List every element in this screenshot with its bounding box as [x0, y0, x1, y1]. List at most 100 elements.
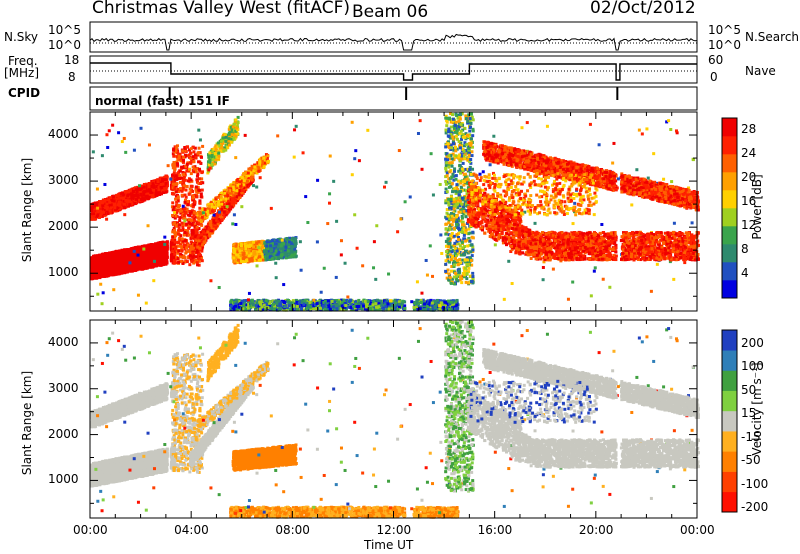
power-cell — [185, 223, 188, 226]
power-cell — [173, 171, 176, 174]
power-cell — [99, 272, 102, 275]
power-cell — [117, 259, 120, 262]
power-cell — [187, 203, 190, 206]
power-cell — [113, 206, 116, 209]
power-cell — [171, 201, 174, 204]
power-cell — [177, 204, 180, 207]
power-cell — [124, 256, 127, 259]
power-cell — [106, 208, 109, 211]
power-cell — [190, 219, 193, 222]
power-cell — [192, 229, 195, 232]
power-cell — [160, 183, 163, 186]
power-cell — [189, 188, 192, 191]
power-cell — [153, 243, 156, 246]
power-cell — [183, 234, 186, 237]
power-cell — [172, 155, 175, 158]
power-cell — [198, 168, 201, 171]
power-cell — [150, 258, 153, 261]
power-cell — [189, 161, 192, 164]
power-cell — [196, 261, 199, 264]
power-cell — [90, 209, 93, 212]
power-cell — [178, 155, 181, 158]
power-cell — [115, 194, 118, 197]
power-cell — [177, 232, 180, 235]
power-cell — [134, 268, 137, 271]
power-cell — [156, 246, 159, 249]
power-cell — [180, 229, 183, 232]
power-cell — [107, 269, 110, 272]
power-cell — [186, 146, 189, 149]
power-cell — [191, 216, 194, 219]
power-cell — [164, 263, 167, 266]
power-cell — [135, 198, 138, 201]
power-cell — [174, 234, 177, 237]
power-cell — [134, 260, 137, 263]
power-cell — [142, 193, 145, 196]
power-cell — [92, 217, 95, 220]
power-cell — [104, 262, 107, 265]
power-cell — [184, 251, 187, 254]
power-cell — [197, 152, 200, 155]
power-cell — [152, 189, 155, 192]
power-cell — [198, 253, 201, 256]
power-cell — [186, 163, 189, 166]
power-cell — [112, 257, 115, 260]
power-cell — [123, 249, 126, 252]
power-cell — [186, 260, 189, 263]
power-cell — [189, 222, 192, 225]
power-cell — [182, 256, 185, 259]
power-cell — [91, 269, 94, 272]
power-cell — [141, 198, 144, 201]
power-cell — [112, 251, 115, 254]
power-cell — [197, 160, 200, 163]
power-cell — [142, 190, 145, 193]
power-cell — [179, 245, 182, 248]
power-cell — [113, 263, 116, 266]
power-cell — [103, 271, 106, 274]
power-cell — [127, 190, 130, 193]
power-cell — [177, 261, 180, 264]
power-cell — [192, 160, 195, 163]
power-cell — [199, 202, 202, 205]
power-cell — [186, 200, 189, 203]
power-cell — [170, 254, 173, 257]
power-cell — [173, 187, 176, 190]
power-cell — [161, 178, 164, 181]
power-cell — [189, 178, 192, 181]
power-cell — [163, 251, 166, 254]
power-cell — [107, 198, 110, 201]
power-cell — [178, 216, 181, 219]
power-cell — [126, 194, 129, 197]
power-cell — [175, 215, 178, 218]
power-cell — [193, 219, 196, 222]
power-cell — [182, 173, 185, 176]
power-cell — [98, 269, 101, 272]
power-cell — [122, 268, 125, 271]
power-cell — [115, 250, 118, 253]
power-cell — [173, 262, 176, 265]
power-cell — [144, 254, 147, 257]
power-cell — [90, 266, 93, 269]
power-cell — [150, 254, 153, 257]
power-cell — [192, 150, 195, 153]
power-cell — [117, 266, 120, 269]
power-cell — [182, 179, 185, 182]
power-cell — [191, 236, 194, 239]
power-cell — [120, 261, 123, 264]
power-cell — [90, 259, 93, 262]
power-cell — [180, 190, 183, 193]
power-cell — [172, 182, 175, 185]
power-cell — [175, 201, 178, 204]
power-cell — [156, 192, 159, 195]
power-cell — [194, 201, 197, 204]
power-cell — [125, 270, 128, 273]
power-cell — [164, 182, 167, 185]
power-cell — [122, 203, 125, 206]
power-cell — [105, 203, 108, 206]
power-cell — [161, 249, 164, 252]
power-cell — [97, 213, 100, 216]
power-cell — [119, 250, 122, 253]
power-cell — [179, 187, 182, 190]
power-cell — [109, 257, 112, 260]
power-cell — [187, 227, 190, 230]
